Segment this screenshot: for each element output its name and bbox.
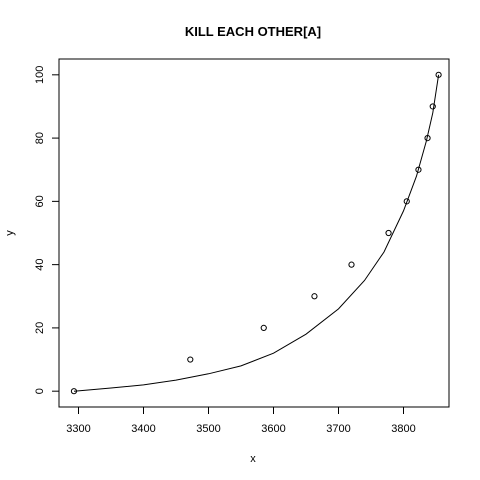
y-tick-label: 40 — [34, 259, 46, 271]
data-points — [70, 71, 442, 395]
data-point — [424, 134, 431, 142]
x-tick-label: 3800 — [391, 423, 415, 435]
y-tick-label: 0 — [34, 388, 46, 394]
data-point — [415, 166, 422, 173]
x-tick-label: 3600 — [261, 423, 285, 435]
data-point — [348, 261, 355, 268]
data-point — [260, 324, 267, 332]
data-point — [429, 103, 436, 110]
y-axis: 0 20 40 60 80 100 — [34, 66, 60, 394]
chart-title: KILL EACH OTHER[A] — [185, 24, 321, 39]
x-axis-label: x — [250, 453, 256, 465]
data-point — [435, 71, 442, 78]
y-tick-label: 60 — [34, 195, 46, 207]
x-axis: 3300 3400 3500 3600 3700 3800 — [66, 406, 416, 435]
plot-frame — [58, 58, 450, 408]
y-tick-label: 100 — [34, 66, 46, 84]
x-tick-label: 3400 — [131, 423, 155, 435]
data-point — [403, 198, 410, 205]
data-point — [385, 229, 392, 237]
y-tick-label: 20 — [34, 322, 46, 334]
x-tick-label: 3300 — [66, 423, 90, 435]
data-point — [311, 293, 318, 300]
y-axis-label: y — [4, 230, 16, 236]
x-tick-label: 3500 — [196, 423, 220, 435]
data-point — [70, 388, 78, 395]
y-tick-label: 80 — [34, 132, 46, 144]
x-tick-label: 3700 — [326, 423, 350, 435]
fitted-curve — [73, 74, 440, 392]
data-point — [187, 356, 194, 363]
